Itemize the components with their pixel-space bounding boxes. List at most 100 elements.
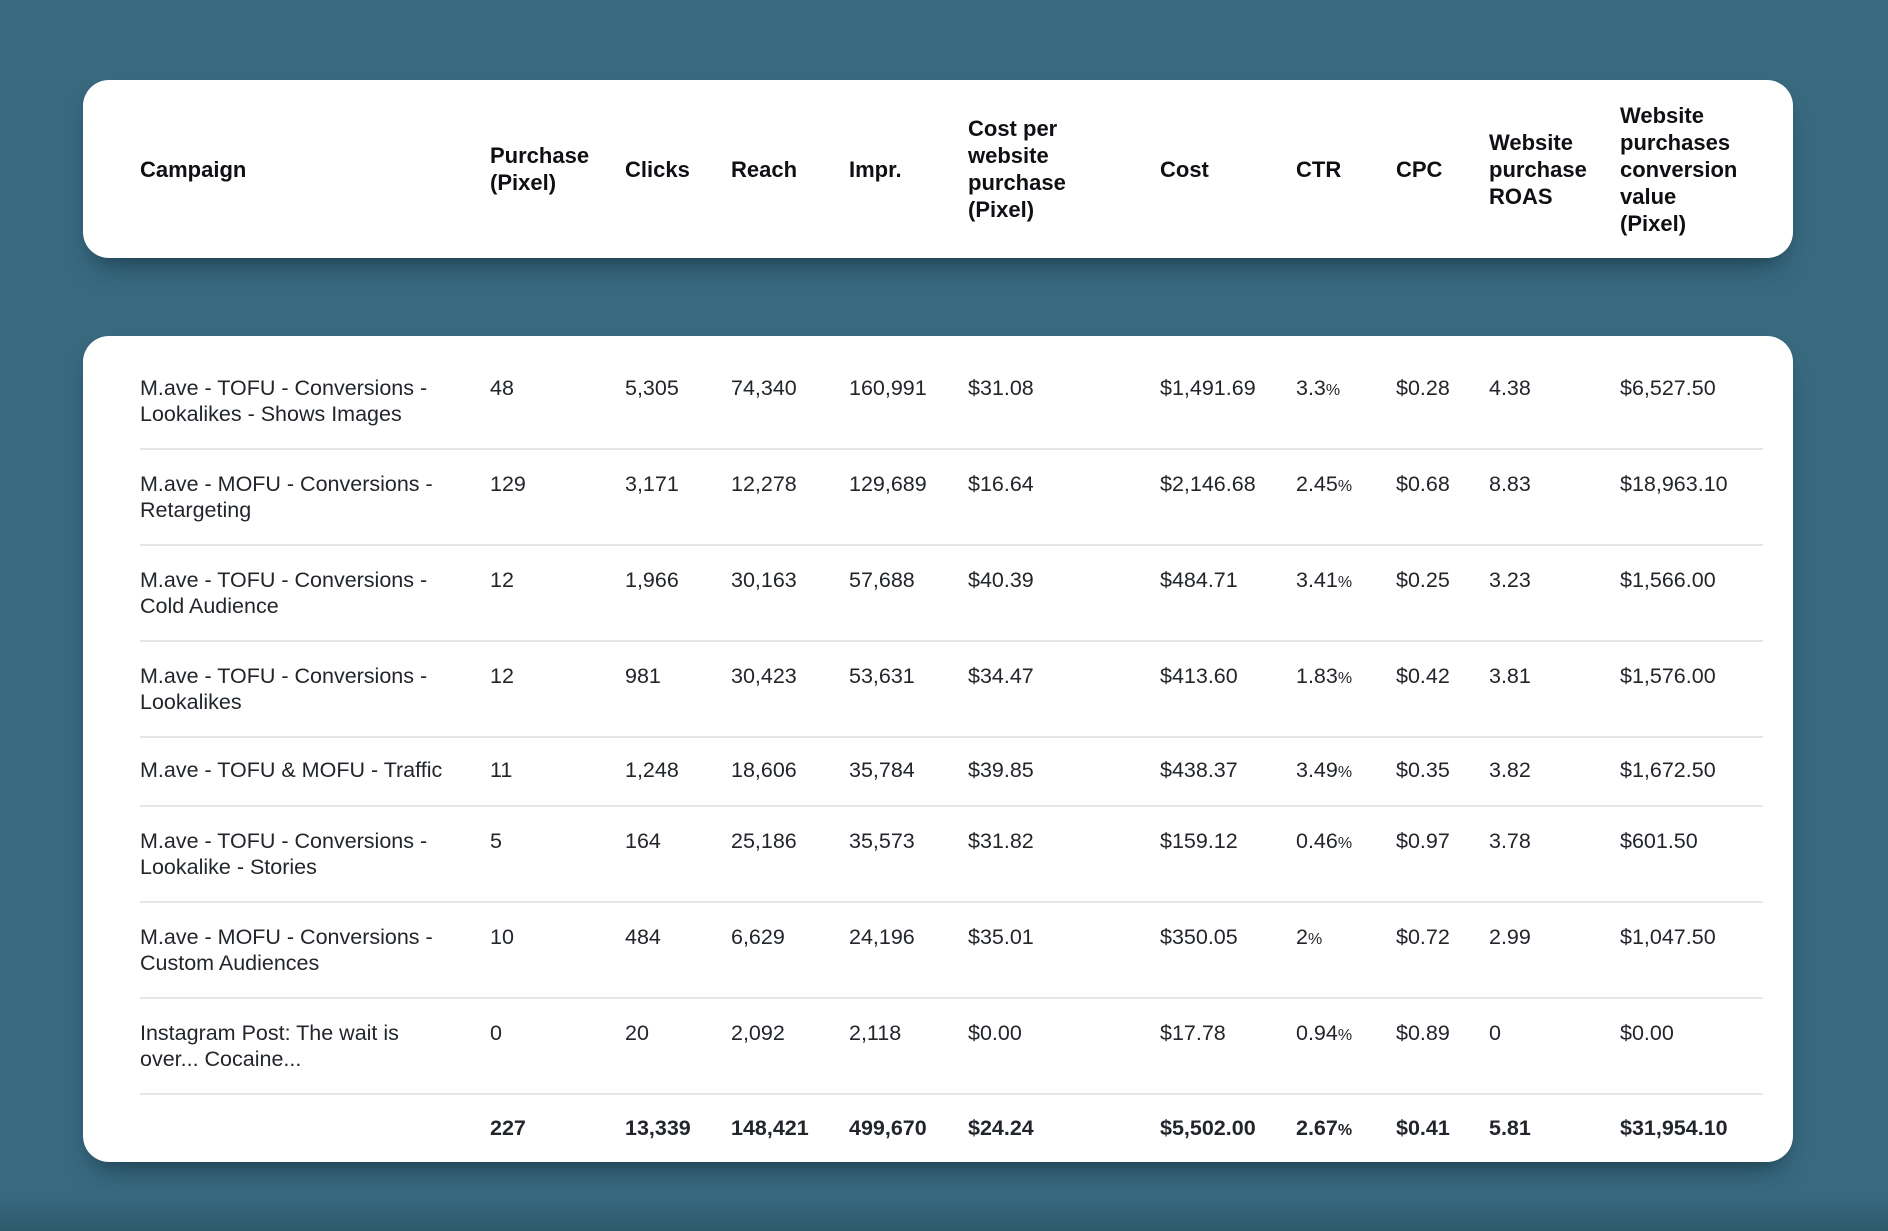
metric-cell-cost-per-website-purchase-pixel: $31.82	[968, 805, 1160, 902]
totals-row: 227 13,339 148,421 499,670 $24.24 $5,502.00 2.…	[140, 1093, 1763, 1162]
totals-cell-purchase-pixel: 227	[490, 1093, 625, 1162]
totals-cell-website-purchases-conversion-value-pixel: $31,954.10	[1620, 1093, 1763, 1162]
metric-cell-cost-per-website-purchase-pixel: $0.00	[968, 997, 1160, 1094]
metric-cell-website-purchase-roas: 3.82	[1489, 736, 1620, 806]
metric-cell-reach: 6,629	[731, 901, 849, 998]
metric-cell-website-purchase-roas: 3.23	[1489, 544, 1620, 641]
metric-cell-purchase-pixel: 0	[490, 997, 625, 1094]
campaign-row: M.ave - MOFU - Conversions - Custom Audie…	[140, 901, 1763, 998]
metric-cell-cost: $350.05	[1160, 901, 1296, 998]
percent-sign: %	[1337, 574, 1353, 591]
column-header-website-purchase-roas: Website purchase ROAS	[1489, 129, 1587, 209]
metric-cell-purchase-pixel: 11	[490, 736, 625, 806]
metric-cell-cpc: $0.28	[1396, 376, 1450, 400]
campaign-name-cell: M.ave - TOFU - Conversions - Lookalike - …	[140, 805, 490, 902]
metric-cell-impressions: 129,689	[849, 448, 968, 545]
metric-cell-reach: 30,423	[731, 640, 849, 737]
metric-cell-clicks: 981	[625, 640, 731, 737]
header-table: Campaign Purchase (Pixel) Clicks Reach Impr. C…	[140, 80, 1763, 258]
metric-cell-cpc: $0.97	[1396, 805, 1489, 902]
metric-cell-purchase-pixel: 12	[490, 640, 625, 737]
metric-cell-website-purchase-roas: 3.78	[1489, 805, 1620, 902]
metric-cell-website-purchases-conversion-value-pixel: $601.50	[1620, 805, 1763, 902]
metric-cell-impressions: 53,631	[849, 640, 968, 737]
metric-cell-clicks: 20	[625, 997, 731, 1094]
metric-cell-cost-per-website-purchase-pixel: $16.64	[968, 448, 1160, 545]
metric-cell-cpc: $0.68	[1396, 448, 1489, 545]
metric-cell-impressions: 57,688	[849, 544, 968, 641]
metric-cell-reach: 2,092	[731, 997, 849, 1094]
metric-cell-ctr: 2.45%	[1296, 448, 1396, 545]
campaign-row: M.ave - TOFU - Conversions - Lookalike - …	[140, 805, 1763, 902]
column-header-clicks: Clicks	[625, 156, 690, 182]
metric-cell-impressions: 160,991	[849, 376, 927, 400]
table-header-card: Campaign Purchase (Pixel) Clicks Reach Impr. C…	[83, 80, 1793, 258]
metric-cell-website-purchase-roas: 0	[1489, 997, 1620, 1094]
metric-cell-cpc: $0.42	[1396, 640, 1489, 737]
totals-cell-cost: $5,502.00	[1160, 1093, 1296, 1162]
percent-sign: %	[1307, 931, 1323, 948]
column-header-cpc: CPC	[1396, 156, 1443, 182]
totals-cell-cpc: $0.41	[1396, 1093, 1489, 1162]
metric-cell-purchase-pixel: 10	[490, 901, 625, 998]
metric-cell-website-purchase-roas: 8.83	[1489, 448, 1620, 545]
metric-cell-cost: $413.60	[1160, 640, 1296, 737]
metric-cell-website-purchase-roas: 4.38	[1489, 376, 1531, 400]
campaign-name-cell: Instagram Post: The wait is over... Cocai…	[140, 997, 490, 1094]
totals-cell-impressions: 499,670	[849, 1093, 968, 1162]
metric-cell-ctr: 3.41%	[1296, 544, 1396, 641]
metric-cell-website-purchase-roas: 3.81	[1489, 640, 1620, 737]
body-table: M.ave - TOFU - Conversions - Lookalikes -…	[140, 354, 1763, 1162]
metric-cell-cost-per-website-purchase-pixel: $35.01	[968, 901, 1160, 998]
percent-sign: %	[1325, 382, 1341, 399]
metric-cell-reach: 30,163	[731, 544, 849, 641]
campaign-name-cell: M.ave - TOFU - Conversions - Cold Audienc…	[140, 544, 490, 641]
campaign-name-cell: M.ave - TOFU - Conversions - Lookalikes -…	[140, 376, 428, 426]
metric-cell-cost: $438.37	[1160, 736, 1296, 806]
metric-cell-purchase-pixel: 129	[490, 448, 625, 545]
metric-cell-website-purchases-conversion-value-pixel: $6,527.50	[1620, 376, 1716, 400]
column-header-campaign: Campaign	[140, 156, 247, 182]
campaign-name-cell: M.ave - MOFU - Conversions - Custom Audie…	[140, 901, 490, 998]
percent-sign: %	[1337, 1027, 1353, 1044]
metric-cell-cost: $17.78	[1160, 997, 1296, 1094]
metric-cell-ctr: 1.83%	[1296, 640, 1396, 737]
metric-cell-website-purchases-conversion-value-pixel: $1,576.00	[1620, 640, 1763, 737]
metric-cell-clicks: 484	[625, 901, 731, 998]
metric-cell-cpc: $0.35	[1396, 736, 1489, 806]
column-header-purchase-pixel: Purchase (Pixel)	[490, 143, 590, 195]
metric-cell-clicks: 164	[625, 805, 731, 902]
metric-cell-website-purchases-conversion-value-pixel: $0.00	[1620, 997, 1763, 1094]
metric-cell-clicks: 1,248	[625, 736, 731, 806]
campaign-row: M.ave - TOFU - Conversions - Lookalikes 12…	[140, 640, 1763, 737]
percent-sign: %	[1337, 1122, 1353, 1139]
totals-cell-clicks: 13,339	[625, 1093, 731, 1162]
metric-cell-ctr: 2%	[1296, 901, 1396, 998]
column-header-cost-per-website-purchase-pixel: Cost per website purchase (Pixel)	[968, 116, 1066, 222]
metric-cell-ctr: 3.3%	[1296, 376, 1341, 400]
campaign-row: M.ave - MOFU - Conversions - Retargeting 1…	[140, 448, 1763, 545]
metric-cell-reach: 74,340	[731, 376, 797, 400]
column-header-ctr: CTR	[1296, 156, 1342, 182]
campaign-row: M.ave - TOFU - Conversions - Lookalikes -…	[140, 354, 1763, 449]
metric-cell-clicks: 1,966	[625, 544, 731, 641]
metric-cell-purchase-pixel: 5	[490, 805, 625, 902]
metric-cell-cost: $2,146.68	[1160, 448, 1296, 545]
metric-cell-cost: $1,491.69	[1160, 376, 1256, 400]
metric-cell-website-purchases-conversion-value-pixel: $1,047.50	[1620, 901, 1763, 998]
header-row: Campaign Purchase (Pixel) Clicks Reach Impr. C…	[140, 80, 1763, 258]
metric-cell-clicks: 3,171	[625, 448, 731, 545]
campaign-name-cell: M.ave - MOFU - Conversions - Retargeting	[140, 448, 490, 545]
percent-sign: %	[1337, 670, 1353, 687]
metric-cell-cost-per-website-purchase-pixel: $31.08	[968, 376, 1034, 400]
metric-cell-cost-per-website-purchase-pixel: $40.39	[968, 544, 1160, 641]
metric-cell-clicks: 5,305	[625, 376, 679, 400]
metric-cell-cpc: $0.25	[1396, 544, 1489, 641]
metric-cell-impressions: 24,196	[849, 901, 968, 998]
metric-cell-website-purchases-conversion-value-pixel: $1,672.50	[1620, 736, 1763, 806]
column-header-cost: Cost	[1160, 156, 1209, 182]
metric-cell-impressions: 2,118	[849, 997, 968, 1094]
table-body-card: M.ave - TOFU - Conversions - Lookalikes -…	[83, 336, 1793, 1162]
campaign-name-cell: M.ave - TOFU - Conversions - Lookalikes	[140, 640, 490, 737]
